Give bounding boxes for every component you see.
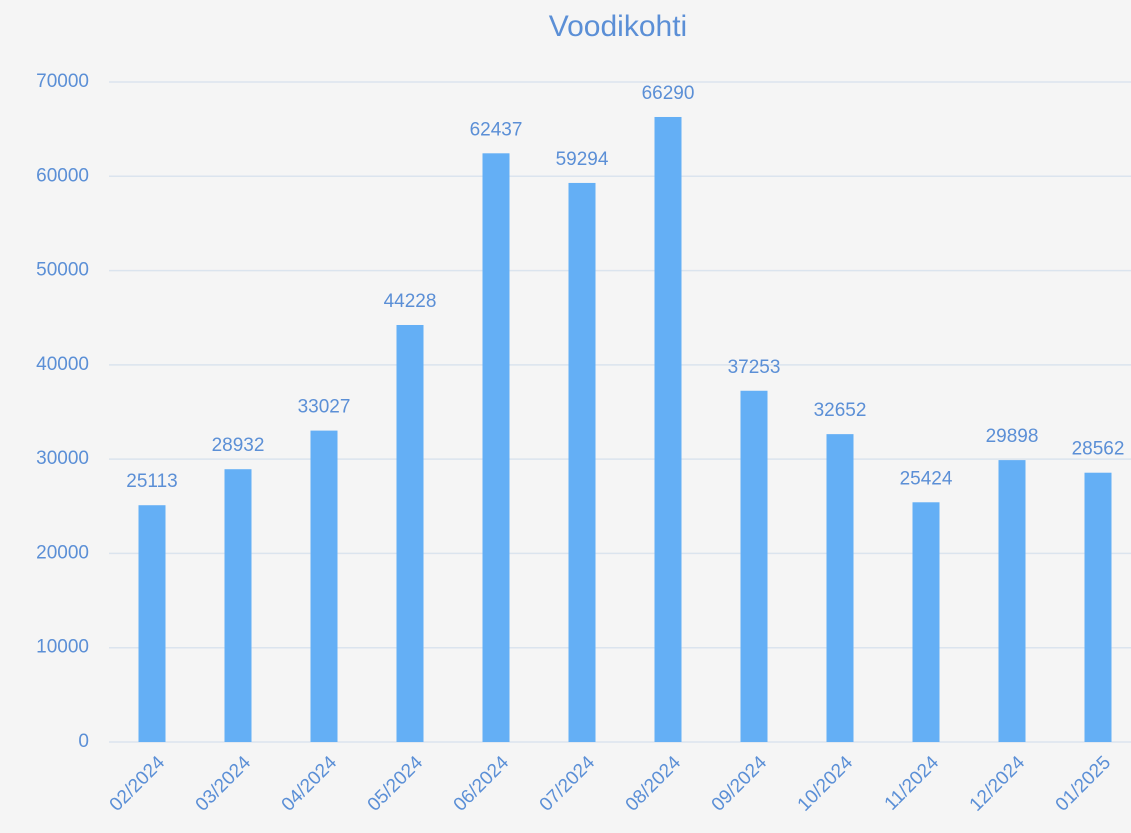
bar: [482, 153, 510, 742]
x-tick-label: 02/2024: [106, 752, 170, 816]
x-tick-label: 10/2024: [794, 752, 858, 816]
bar: [138, 505, 166, 742]
x-tick-label: 09/2024: [708, 752, 772, 816]
chart-title: Voodikohti: [549, 10, 687, 43]
data-label: 32652: [814, 400, 867, 421]
data-label: 33027: [298, 397, 351, 418]
y-tick-label: 20000: [36, 542, 89, 563]
x-tick-label: 07/2024: [536, 752, 600, 816]
y-tick-label: 40000: [36, 354, 89, 375]
bar: [568, 182, 596, 743]
bar: [1084, 472, 1112, 742]
bar: [654, 116, 682, 743]
y-tick-label: 10000: [36, 637, 89, 658]
x-tick-label: 06/2024: [450, 752, 514, 816]
x-tick-label: 05/2024: [364, 752, 428, 816]
data-label: 62437: [470, 119, 523, 140]
data-label: 29898: [986, 426, 1039, 447]
bar: [224, 469, 252, 742]
y-tick-label: 50000: [36, 260, 89, 281]
data-label: 37253: [728, 357, 781, 378]
data-label: 25424: [900, 468, 953, 489]
x-tick-label: 12/2024: [966, 752, 1030, 816]
y-tick-label: 0: [78, 731, 89, 752]
bar: [740, 390, 768, 742]
data-label: 25113: [126, 471, 177, 492]
bar: [998, 460, 1026, 742]
x-tick-label: 01/2025: [1052, 752, 1115, 815]
data-label: 28562: [1072, 439, 1125, 460]
y-tick-label: 60000: [36, 165, 89, 186]
data-label: 28932: [212, 435, 265, 456]
bar: [826, 434, 854, 742]
data-label: 44228: [384, 291, 437, 312]
x-tick-label: 08/2024: [622, 752, 686, 816]
y-tick-label: 30000: [36, 448, 89, 469]
x-tick-label: 04/2024: [278, 752, 342, 816]
data-label: 66290: [642, 83, 695, 104]
bar: [912, 502, 940, 742]
x-tick-label: 03/2024: [192, 752, 256, 816]
bar: [310, 430, 338, 742]
bar: [396, 324, 424, 742]
x-tick-label: 11/2024: [881, 752, 944, 815]
data-label: 59294: [556, 149, 609, 170]
y-tick-label: 70000: [36, 71, 89, 92]
